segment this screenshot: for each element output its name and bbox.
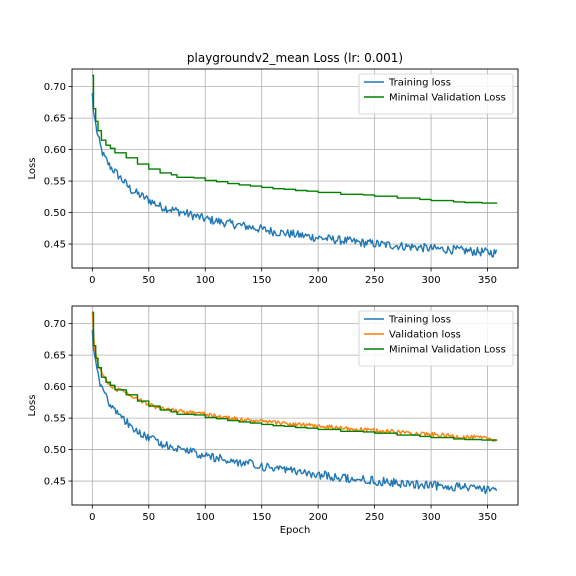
y-tick-label: 0.50 <box>44 208 66 219</box>
legend-box <box>358 310 514 367</box>
y-tick-label: 0.55 <box>44 414 66 425</box>
series-line-minimal-validation-loss <box>92 74 498 204</box>
y-axis-label: Loss <box>27 158 38 180</box>
y-tick-label: 0.70 <box>44 82 66 93</box>
y-tick-label: 0.65 <box>44 351 66 362</box>
legend-label: Training loss <box>388 78 451 89</box>
x-tick-label: 300 <box>422 275 441 286</box>
y-tick-label: 0.65 <box>44 114 66 125</box>
x-tick-label: 150 <box>252 275 271 286</box>
legend-label: Minimal Validation Loss <box>389 93 506 104</box>
chart-panel-2: 0 50 100 150 200 250 300 350 0.45 0.50 0.55 0.60 0.6… <box>27 305 519 536</box>
x-tick-label: 50 <box>142 512 155 523</box>
x-tick-label: 350 <box>478 275 497 286</box>
series-line-training-loss <box>91 329 498 495</box>
series-line-training-loss <box>91 92 498 258</box>
x-tick-label: 200 <box>309 275 328 286</box>
y-tick-label: 0.45 <box>44 240 66 251</box>
x-tick-label: 150 <box>252 512 271 523</box>
x-tick-label: 300 <box>422 512 441 523</box>
chart-title: playgroundv2_mean Loss (lr: 0.001) <box>187 51 403 65</box>
x-tick-label: 0 <box>89 275 95 286</box>
x-tick-label: 100 <box>196 512 215 523</box>
x-tick-label: 100 <box>196 275 215 286</box>
x-tick-label: 350 <box>478 512 497 523</box>
x-tick-label: 250 <box>365 275 384 286</box>
y-tick-label: 0.60 <box>44 145 66 156</box>
y-axis-label: Loss <box>27 395 38 417</box>
plot-frame <box>71 305 519 506</box>
plot-frame <box>71 68 519 269</box>
x-tick-label: 0 <box>89 512 95 523</box>
series-line-minimal-validation-loss <box>92 311 498 441</box>
y-tick-label: 0.50 <box>44 445 66 456</box>
y-tick-label: 0.60 <box>44 382 66 393</box>
x-tick-label: 250 <box>365 512 384 523</box>
chart-panel-1: playgroundv2_mean Loss (lr: 0.001) 0 50 100… <box>27 51 519 286</box>
legend-label: Training loss <box>388 315 451 326</box>
legend-label: Minimal Validation Loss <box>389 345 506 356</box>
x-tick-label: 200 <box>309 512 328 523</box>
x-axis-label: Epoch <box>280 525 311 536</box>
legend-label: Validation loss <box>389 330 461 341</box>
y-tick-label: 0.55 <box>44 177 66 188</box>
y-tick-label: 0.45 <box>44 477 66 488</box>
y-tick-label: 0.70 <box>44 319 66 330</box>
x-tick-label: 50 <box>142 275 155 286</box>
legend-box <box>358 73 514 115</box>
